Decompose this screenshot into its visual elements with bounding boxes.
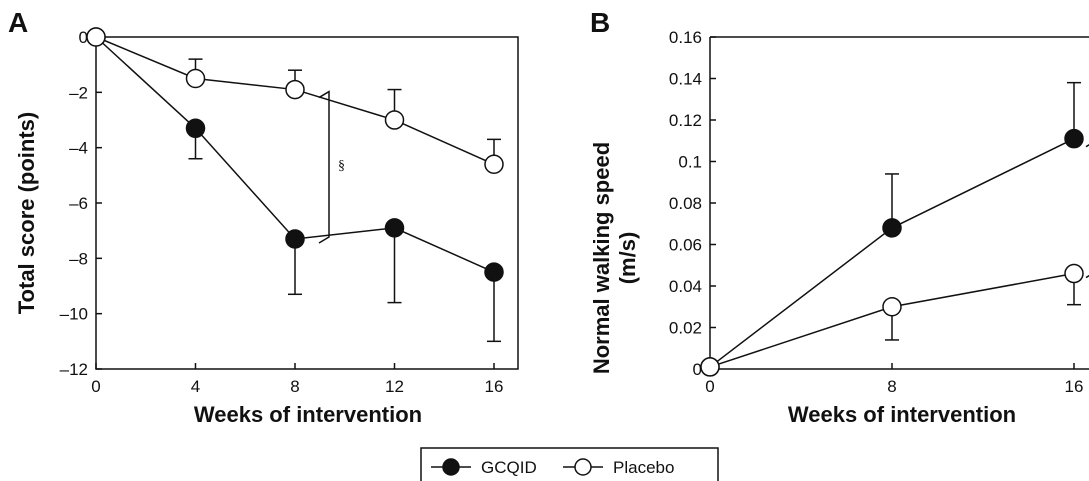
panel-b-ylabel-line2: (m/s) bbox=[615, 232, 640, 285]
panel-b: B Normal walking speed (m/s) Weeks of in… bbox=[589, 7, 1089, 427]
panel-a-gcqid-point bbox=[384, 218, 405, 238]
panel-a-placebo-point bbox=[185, 68, 206, 89]
panel-a-ytick-label: –8 bbox=[69, 249, 88, 268]
panel-a-ylabel: Total score (points) bbox=[14, 112, 39, 315]
panel-b-placebo-point bbox=[700, 357, 720, 377]
legend-label-gcqid: GCQID bbox=[481, 458, 537, 477]
panel-b-xtick-label: 8 bbox=[887, 377, 896, 396]
legend: GCQID Placebo bbox=[420, 447, 719, 481]
panel-b-letter: B bbox=[590, 7, 610, 38]
panel-a-gcqid-point bbox=[484, 262, 504, 282]
legend-box bbox=[420, 447, 719, 481]
panel-a-significance-bracket bbox=[318, 90, 330, 244]
panel-a-ytick-label: –2 bbox=[69, 83, 88, 102]
panel-b-ytick-label: 0.16 bbox=[669, 28, 702, 47]
panel-b-ytick-label: 0.1 bbox=[678, 153, 702, 172]
panel-a-xtick-label: 16 bbox=[485, 377, 504, 396]
panel-a-placebo-point bbox=[384, 110, 405, 130]
panel-a-xtick-label: 8 bbox=[290, 377, 299, 396]
panel-a-ytick-label: –12 bbox=[60, 360, 88, 379]
panel-b-ylabel-line1: Normal walking speed bbox=[589, 142, 614, 374]
panel-a-xtick-label: 0 bbox=[91, 377, 100, 396]
panel-b-ytick-label: 0.02 bbox=[669, 319, 702, 338]
panel-b-ytick-label: 0.04 bbox=[669, 277, 702, 296]
panel-a: A Total score (points) Weeks of interven… bbox=[8, 7, 519, 427]
panel-a-xtick-label: 4 bbox=[191, 377, 200, 396]
panel-a-letter: A bbox=[8, 7, 28, 38]
panel-a-placebo-line bbox=[95, 36, 495, 165]
panel-b-gcqid-point bbox=[1064, 128, 1084, 149]
panel-a-xtick-label: 12 bbox=[385, 377, 404, 396]
legend-marker-placebo bbox=[574, 458, 592, 476]
panel-b-ytick-label: 0.08 bbox=[669, 194, 702, 213]
panel-a-significance-symbol: § bbox=[338, 158, 345, 173]
panel-a-placebo-point bbox=[285, 79, 305, 100]
panel-b-ytick-label: 0.14 bbox=[669, 70, 702, 89]
panel-b-gcqid-point bbox=[882, 218, 902, 238]
panel-b-ytick-label: 0.12 bbox=[669, 111, 702, 130]
panel-a-ytick-label: –4 bbox=[69, 139, 88, 158]
panel-a-gcqid-point bbox=[185, 118, 206, 139]
panel-a-marks: 0–2–4–6–8–10–120 4 8 12 16§ bbox=[60, 27, 504, 396]
panel-a-ytick-label: –10 bbox=[60, 305, 88, 324]
panel-b-placebo-point bbox=[1064, 263, 1084, 284]
panel-a-plot-frame bbox=[95, 36, 519, 370]
panel-a-ytick-label: 0 bbox=[79, 28, 88, 47]
legend-label-placebo: Placebo bbox=[613, 458, 674, 477]
panel-a-placebo-point bbox=[86, 27, 106, 47]
panel-a-xlabel: Weeks of intervention bbox=[194, 402, 422, 427]
panel-a-ytick-label: –6 bbox=[69, 194, 88, 213]
panel-b-xlabel: Weeks of intervention bbox=[788, 402, 1016, 427]
panel-b-xtick-label: 0 bbox=[705, 377, 714, 396]
legend-marker-gcqid bbox=[442, 458, 460, 476]
panel-a-placebo-point bbox=[484, 154, 504, 175]
panel-b-ytick-label: 0 bbox=[693, 360, 702, 379]
panel-b-placebo-point bbox=[882, 297, 902, 317]
panel-b-xtick-label: 16 bbox=[1065, 377, 1084, 396]
panel-a-gcqid-point bbox=[285, 229, 305, 249]
panel-b-ytick-label: 0.06 bbox=[669, 236, 702, 255]
